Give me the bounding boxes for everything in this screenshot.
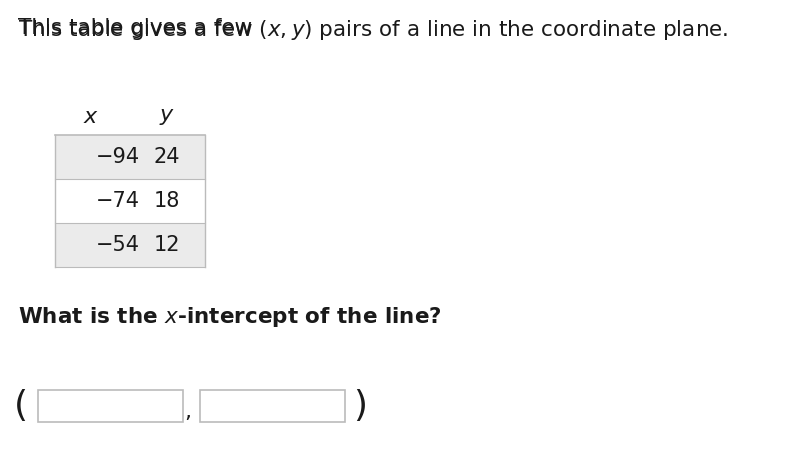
Text: (: ( (14, 389, 28, 423)
Text: ,: , (185, 402, 191, 423)
Text: −74: −74 (95, 191, 139, 211)
Text: 12: 12 (154, 235, 180, 255)
Text: What is the $x$-intercept of the line?: What is the $x$-intercept of the line? (18, 305, 442, 329)
Text: $y$: $y$ (158, 107, 174, 127)
Text: 24: 24 (154, 147, 180, 167)
Text: ): ) (353, 389, 367, 423)
Text: −54: −54 (95, 235, 139, 255)
Bar (55, 135, 205, 179)
Text: 18: 18 (154, 191, 180, 211)
Text: This table gives a few $(x, y)$ pairs of a line in the coordinate plane.: This table gives a few $(x, y)$ pairs of… (18, 18, 729, 42)
Bar (55, 223, 205, 267)
Text: $x$: $x$ (83, 107, 99, 127)
Bar (200, 390, 345, 422)
Text: −94: −94 (95, 147, 139, 167)
Bar (38, 390, 183, 422)
Text: This table gives a few: This table gives a few (18, 18, 259, 38)
